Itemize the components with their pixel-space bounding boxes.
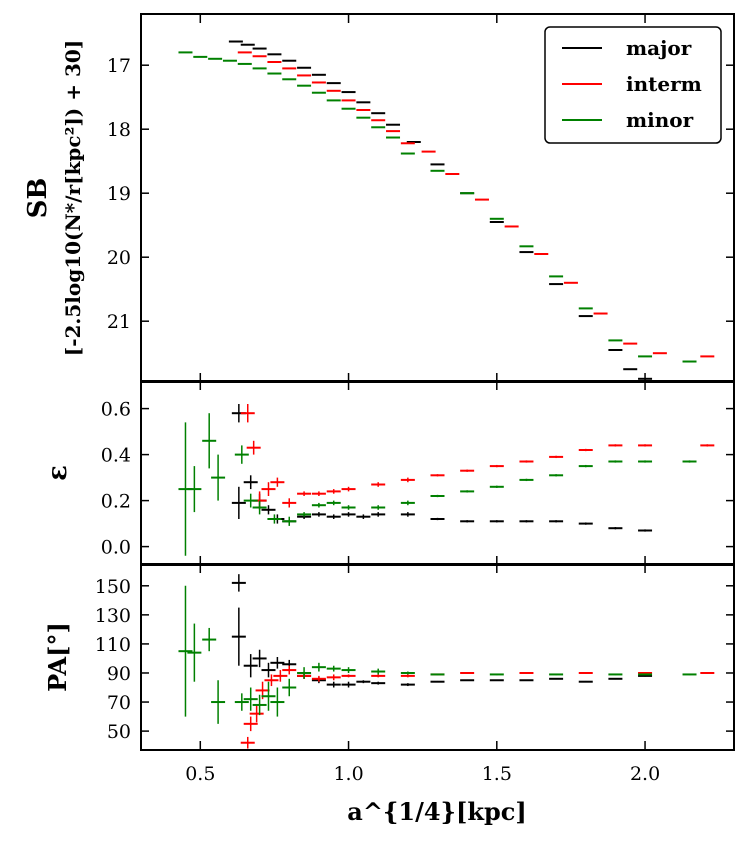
y-tick-label: 50: [107, 721, 131, 743]
y-tick-label: 150: [95, 576, 131, 598]
x-tick-label: 2.0: [630, 763, 660, 785]
legend-label-interm: interm: [626, 72, 702, 96]
y-tick-label: 70: [107, 692, 131, 714]
pa-y-ticks: 50 70 90 110 130 150: [95, 565, 734, 749]
y-tick-label: 110: [95, 634, 131, 656]
legend-label-minor: minor: [626, 108, 694, 132]
legend: major interm minor: [544, 26, 722, 144]
legend-label-major: major: [626, 36, 692, 60]
y-tick-label: 20: [107, 247, 131, 269]
legend-box: [544, 26, 722, 144]
pa-series-minor: [178, 585, 697, 724]
epsilon-frame: [140, 380, 735, 566]
sb-series-interm: [237, 51, 715, 358]
x-tick-label: 1.5: [482, 763, 512, 785]
y-tick-label: 17: [107, 55, 131, 77]
x-axis: 0.5 1.0 1.5 2.0: [185, 763, 660, 785]
x-tick-label: 0.5: [185, 763, 215, 785]
y-tick-label: 18: [107, 119, 131, 141]
y-tick-label: 130: [95, 605, 131, 627]
y-tick-label: 19: [107, 183, 131, 205]
epsilon-y-ticks: 0.0 0.2 0.4 0.6: [101, 382, 734, 564]
y-tick-label: 21: [107, 311, 131, 333]
epsilon-y-label: ε: [43, 465, 73, 481]
y-tick-label: 0.6: [101, 399, 131, 421]
y-tick-label: 0.2: [101, 491, 131, 513]
sb-y-ticks: 17 18 19 20 21: [107, 15, 734, 381]
epsilon-series: [178, 404, 715, 556]
sb-series-minor: [178, 51, 697, 363]
y-tick-label: 0.4: [101, 445, 131, 467]
sb-y-label-top: SB: [23, 178, 53, 219]
pa-frame: [140, 563, 735, 751]
sb-y-label-bottom: [-2.5log10(N*/r[kpc²]) + 30]: [61, 40, 85, 357]
pa-series-interm: [240, 665, 715, 749]
pa-y-label: PA[°]: [43, 622, 72, 692]
epsilon-panel: 0.0 0.2 0.4 0.6 ε: [43, 380, 735, 566]
x-tick-label: 1.0: [333, 763, 363, 785]
y-tick-label: 0.0: [101, 537, 131, 559]
x-axis-label: a^{1/4}[kpc]: [347, 797, 526, 826]
pa-series-major: [231, 574, 653, 688]
pa-series: [178, 574, 715, 749]
sb-panel: 17 18 19 20 21 SB [-2.5log10(N*/r[kpc²]) + 3…: [23, 13, 735, 383]
epsilon-series-major: [231, 404, 653, 532]
y-tick-label: 90: [107, 663, 131, 685]
pa-panel: 50 70 90 110 130 150 PA[°]: [43, 563, 735, 751]
epsilon-series-minor: [178, 413, 697, 556]
epsilon-series-interm: [240, 404, 715, 510]
